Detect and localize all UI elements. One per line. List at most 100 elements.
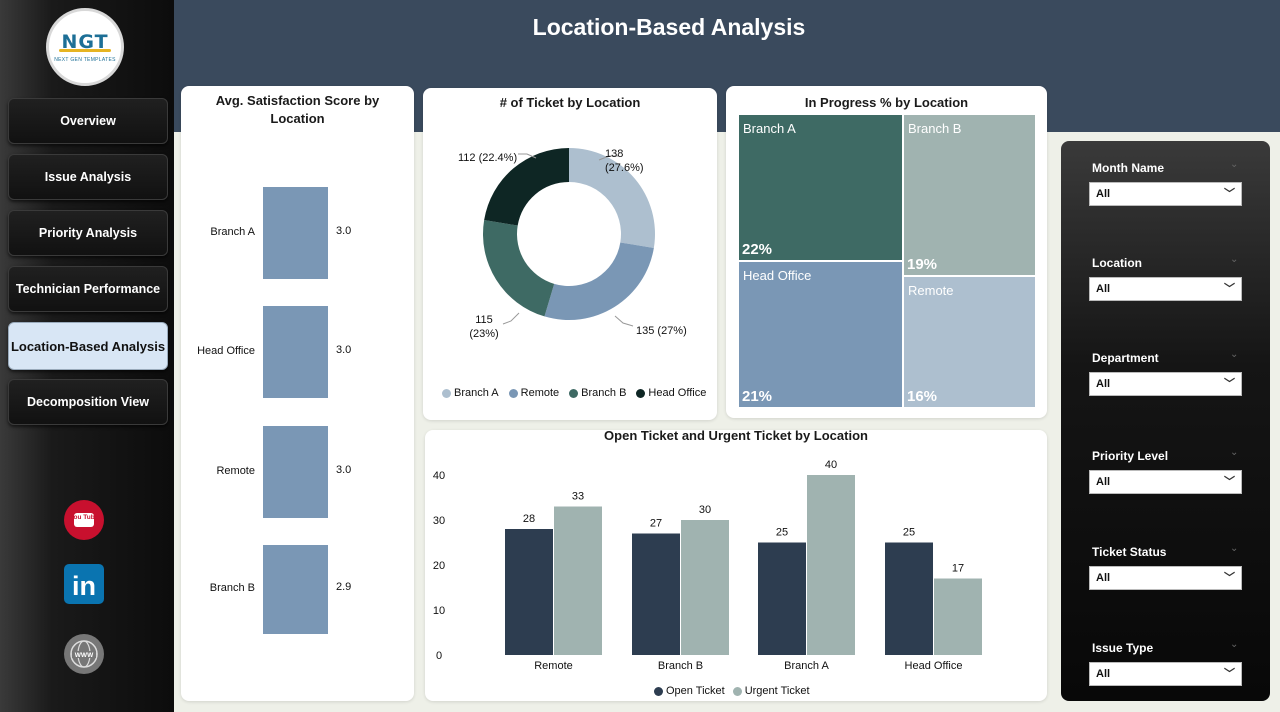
bar-urgent-ticket-branch-a[interactable]: [807, 475, 855, 655]
satisfaction-bar-head-office[interactable]: [263, 306, 328, 398]
tickets-donut-title: # of Ticket by Location: [499, 95, 641, 110]
satisfaction-label-head-office: Head Office: [197, 345, 255, 357]
treemap-cell-remote[interactable]: Remote 16%: [904, 277, 1035, 407]
legend-head-office-label: Head Office: [648, 387, 707, 399]
bar-urgent-ticket-remote[interactable]: [554, 506, 602, 656]
bar-open-ticket-head-office[interactable]: [885, 542, 933, 656]
page-title: Location-Based Analysis: [532, 14, 806, 40]
treemap-remote-name: Remote: [908, 283, 954, 298]
y-tick-0: 0: [436, 650, 442, 662]
linkedin-icon[interactable]: in: [64, 564, 104, 604]
filter-select-issue-type[interactable]: All ﹀: [1089, 662, 1242, 686]
legend-dot-remote: [508, 388, 518, 398]
filter-label-issue-type: Issue Type: [1092, 641, 1154, 655]
open-urgent-chart: 0 10 20 30 40 28 33 Remote 27 30 Branch B 25 40 Branc…: [433, 459, 982, 672]
chevron-down-icon: ﹀: [1224, 668, 1235, 680]
treemap-cell-head-office[interactable]: Head Office 21%: [739, 262, 902, 407]
donut-label-branch-a-count: 138: [605, 148, 624, 160]
tickets-donut-chart: [483, 148, 655, 327]
donut-leader-line-head-office: [518, 153, 537, 159]
filter-collapse-icon-issue-type[interactable]: ⌄: [1230, 639, 1239, 650]
bar-open-ticket-branch-a[interactable]: [758, 542, 806, 656]
legend-branch-b[interactable]: Branch B: [569, 387, 626, 399]
y-tick-40: 40: [433, 470, 445, 482]
treemap-cell-branch-a[interactable]: Branch A 22%: [739, 115, 902, 260]
donut-label-branch-b-count: 115: [475, 314, 493, 326]
legend-dot-branch-a: [442, 388, 451, 398]
in-progress-title: In Progress % by Location: [804, 95, 969, 110]
filter-select-priority-level[interactable]: All ﹀: [1089, 470, 1242, 494]
legend-branch-b-label: Branch B: [581, 387, 627, 399]
filter-select-ticket-status[interactable]: All ﹀: [1089, 566, 1242, 590]
legend-dot-head-office: [636, 388, 646, 398]
open-urgent-card: Open Ticket and Urgent Ticket by Locatio…: [425, 428, 1047, 701]
filter-select-location[interactable]: All ﹀: [1089, 277, 1242, 301]
legend-dot-branch-b: [569, 388, 579, 398]
legend-urgent-ticket[interactable]: Urgent Ticket: [732, 685, 810, 697]
legend-head-office[interactable]: Head Office: [636, 387, 706, 399]
treemap-cell-branch-b[interactable]: Branch B 19%: [904, 115, 1035, 275]
satisfaction-value-head-office: 3.0: [336, 344, 352, 356]
logo[interactable]: NGT NEXT GEN TEMPLATES: [46, 8, 124, 86]
satisfaction-label-branch-b: Branch B: [209, 582, 255, 595]
linkedin-text: in: [72, 571, 96, 601]
y-tick-30: 30: [433, 515, 445, 527]
nav-decomposition-view[interactable]: Decomposition View: [8, 379, 168, 425]
globe-icon[interactable]: WWW: [64, 634, 104, 674]
satisfaction-value-remote: 3.0: [336, 464, 352, 476]
globe-text: WWW: [75, 652, 94, 659]
filter-select-month-name[interactable]: All ﹀: [1089, 182, 1242, 206]
x-tick-branch-b: Branch B: [658, 660, 703, 672]
legend-urgent-ticket-label: Urgent Ticket: [744, 685, 810, 697]
nav-location-based-analysis[interactable]: Location-Based Analysis: [8, 322, 168, 370]
bar-urgent-ticket-branch-b[interactable]: [681, 520, 729, 655]
filter-label-priority-level: Priority Level: [1092, 449, 1169, 463]
donut-slice-branch-a[interactable]: [569, 148, 655, 248]
filter-collapse-icon-priority-level[interactable]: ⌄: [1230, 447, 1239, 458]
sidebar: NGT NEXT GEN TEMPLATES Overview Issue An…: [0, 0, 174, 712]
satisfaction-label-remote: Remote: [216, 465, 255, 477]
legend-dot-urgent-ticket: [732, 686, 742, 696]
legend-dot-open-ticket: [654, 686, 663, 696]
treemap-branch-b-name: Branch B: [908, 121, 962, 136]
legend-branch-a[interactable]: Branch A: [442, 387, 499, 399]
bar-value-urgent-ticket-branch-a: 40: [825, 459, 837, 471]
satisfaction-bar-remote[interactable]: [263, 426, 328, 518]
bar-open-ticket-branch-b[interactable]: [632, 533, 680, 656]
donut-slice-branch-b[interactable]: [483, 220, 555, 317]
donut-label-branch-b-pct: (23%): [469, 328, 499, 340]
bar-open-ticket-remote[interactable]: [505, 529, 553, 655]
donut-label-branch-a: 138 (27.6%): [605, 147, 644, 175]
nav-priority-analysis[interactable]: Priority Analysis: [8, 210, 168, 256]
bar-value-open-ticket-head-office: 25: [903, 527, 915, 539]
treemap-branch-b-pct: 19%: [907, 256, 938, 273]
filter-label-location: Location: [1092, 256, 1142, 270]
filter-collapse-icon-month-name[interactable]: ⌄: [1230, 159, 1239, 170]
chevron-down-icon: ﹀: [1224, 283, 1235, 295]
donut-slice-remote[interactable]: [544, 242, 654, 320]
filter-value-month-name: All: [1096, 188, 1111, 200]
satisfaction-card: Avg. Satisfaction Score by Location Bran…: [181, 86, 414, 701]
chevron-down-icon: ﹀: [1224, 572, 1235, 584]
legend-open-ticket[interactable]: Open Ticket: [654, 685, 725, 697]
filter-collapse-icon-location[interactable]: ⌄: [1230, 254, 1239, 265]
filter-collapse-icon-ticket-status[interactable]: ⌄: [1230, 543, 1239, 554]
chevron-down-icon: ﹀: [1224, 378, 1235, 390]
legend-branch-a-label: Branch A: [454, 387, 499, 399]
treemap-head-office-name: Head Office: [743, 268, 812, 283]
bar-value-urgent-ticket-remote: 33: [572, 491, 584, 503]
nav-technician-performance[interactable]: Technician Performance: [8, 266, 168, 312]
satisfaction-bar-branch-b[interactable]: [263, 545, 328, 634]
filter-collapse-icon-department[interactable]: ⌄: [1230, 349, 1239, 360]
satisfaction-label-branch-a: Branch A: [210, 226, 255, 238]
youtube-icon[interactable]: You Tube: [64, 500, 104, 540]
filter-select-department[interactable]: All ﹀: [1089, 372, 1242, 396]
legend-remote[interactable]: Remote: [508, 387, 559, 399]
nav-issue-analysis[interactable]: Issue Analysis: [8, 154, 168, 200]
donut-legend: Branch A Remote Branch B Head Office: [442, 387, 706, 399]
treemap-remote-pct: 16%: [907, 388, 938, 405]
donut-slice-head-office[interactable]: [484, 148, 569, 226]
nav-overview[interactable]: Overview: [8, 98, 168, 144]
bar-urgent-ticket-head-office[interactable]: [934, 578, 982, 656]
satisfaction-bar-branch-a[interactable]: [263, 187, 328, 279]
